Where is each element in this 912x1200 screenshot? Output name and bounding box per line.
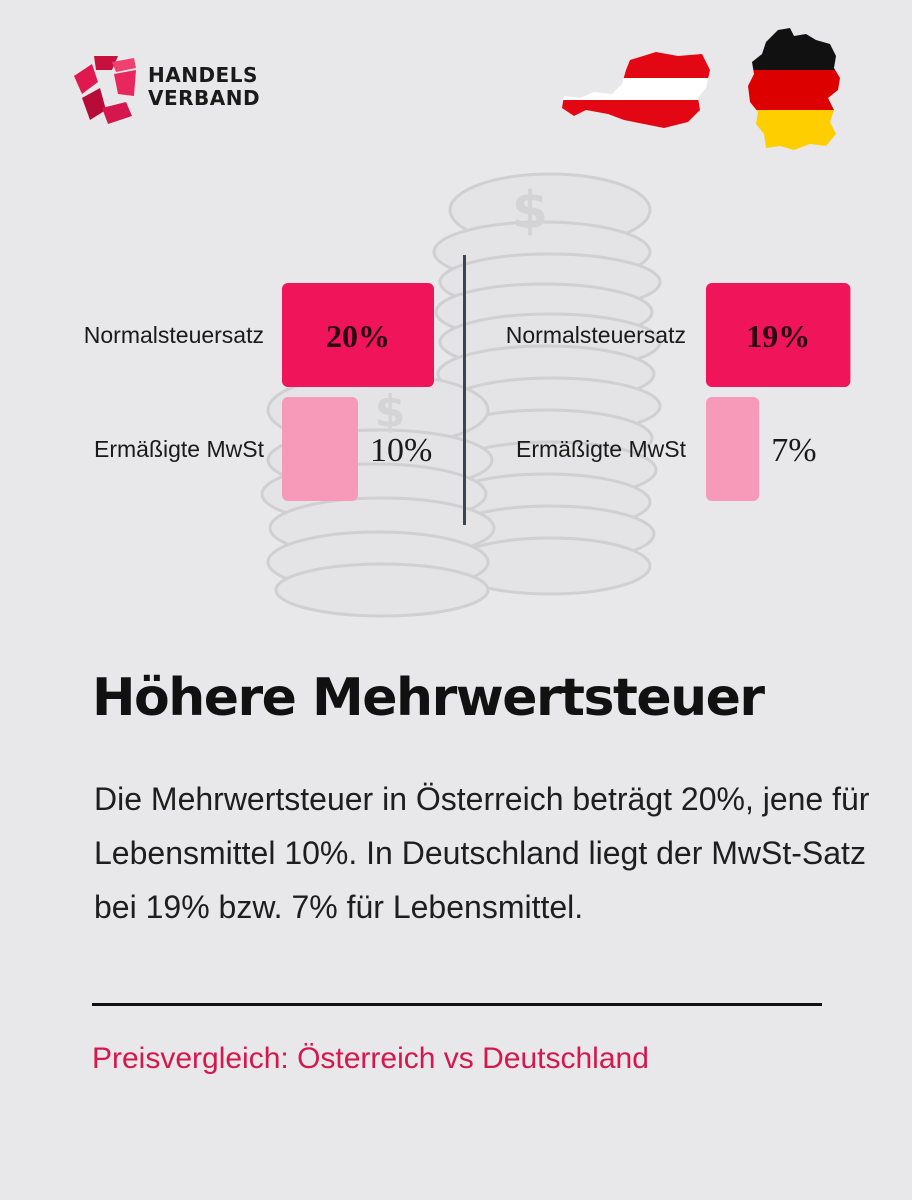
handelsverband-logo: HANDELS VERBAND: [72, 54, 272, 126]
sterreich-standard-bar: [282, 283, 434, 387]
sterreich-reduced-bar: [282, 397, 358, 501]
chart-divider: [463, 255, 466, 525]
svg-text:$: $: [375, 386, 406, 437]
brand-name-line2: VERBAND: [148, 86, 261, 110]
horizontal-rule: [92, 1003, 822, 1006]
deutschland-reduced-value-label: 7%: [771, 432, 816, 469]
deutschland-standard-value-label: 19%: [746, 318, 810, 354]
deutschland-standard-category-label: Normalsteuersatz: [506, 322, 686, 348]
sterreich-standard-value-label: 20%: [326, 318, 390, 354]
brand-name-line1: HANDELS: [148, 63, 258, 87]
footer-caption: Preisvergleich: Österreich vs Deutschlan…: [92, 1042, 649, 1075]
coin-stack-illustration: $ $: [260, 172, 662, 618]
deutschland-reduced-category-label: Ermäßigte MwSt: [516, 436, 687, 462]
vat-rate-chart: Normalsteuersatz 20% Ermäßigte MwSt 10% Norm…: [84, 283, 851, 501]
brand-name: HANDELS VERBAND: [148, 64, 260, 110]
body-text: Die Mehrwertsteuer in Österreich beträgt…: [94, 781, 870, 925]
sterreich-reduced-value-label: 10%: [370, 432, 432, 469]
handelsverband-logo-icon: [74, 56, 136, 124]
svg-text:$: $: [512, 181, 548, 241]
austria-flag-icon: [562, 52, 710, 128]
sterreich-standard-category-label: Normalsteuersatz: [84, 322, 264, 348]
page-title: Höhere Mehrwertsteuer: [92, 668, 765, 728]
deutschland-standard-bar: [706, 283, 851, 387]
germany-flag-icon: [748, 28, 840, 150]
sterreich-reduced-category-label: Ermäßigte MwSt: [94, 436, 265, 462]
deutschland-reduced-bar: [706, 397, 760, 501]
